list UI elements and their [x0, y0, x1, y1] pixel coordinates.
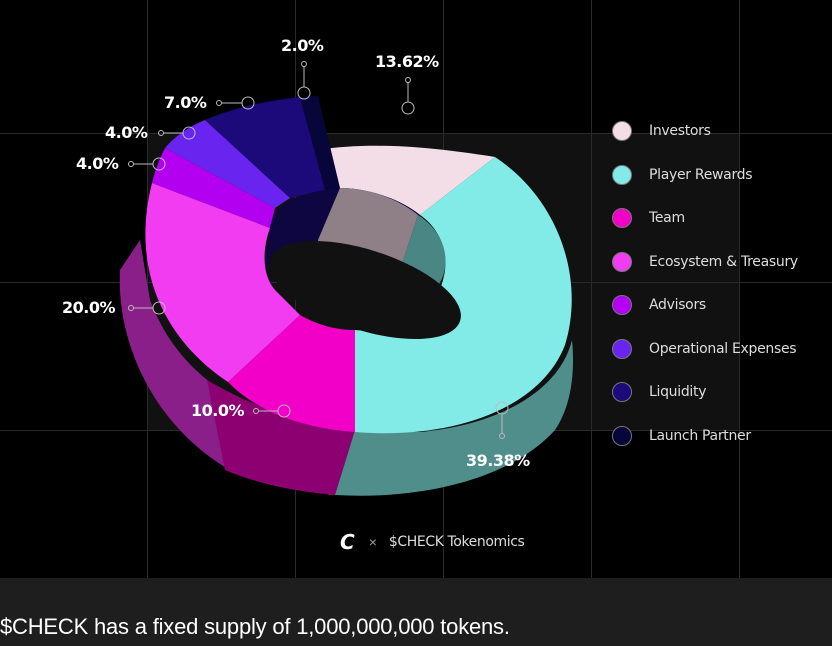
- legend-swatch: [612, 208, 632, 228]
- advisors-pct: 4.0%: [76, 154, 119, 173]
- legend-label: Player Rewards: [649, 167, 753, 183]
- legend-item-team: Team: [612, 205, 685, 231]
- grid-line: [739, 0, 740, 578]
- legend-item-player-rewards: Player Rewards: [612, 162, 753, 188]
- ecosystem-pct: 20.0%: [62, 298, 116, 317]
- legend-swatch: [612, 252, 632, 272]
- team-pct: 10.0%: [191, 401, 245, 420]
- team-side: [207, 380, 355, 495]
- legend-swatch: [612, 295, 632, 315]
- legend-label: Ecosystem & Treasury: [649, 254, 798, 270]
- grid-line: [591, 0, 592, 578]
- advisors-slice: [152, 148, 275, 228]
- legend-item-liquidity: Liquidity: [612, 379, 707, 405]
- legend-item-advisors: Advisors: [612, 292, 706, 318]
- liquidity-pct: 7.0%: [164, 93, 207, 112]
- legend-swatch: [612, 382, 632, 402]
- legend-label: Operational Expenses: [649, 341, 797, 357]
- brand-footer: C × $CHECK Tokenomics: [340, 530, 525, 554]
- legend-swatch: [612, 121, 632, 141]
- player-rewards-pct: 39.38%: [466, 451, 530, 470]
- investors-slice: [318, 145, 495, 215]
- player-rewards-slice: [355, 157, 572, 434]
- legend-label: Team: [649, 210, 685, 226]
- legend-item-launch-partner: Launch Partner: [612, 423, 751, 449]
- launch-partner-pct: 2.0%: [281, 36, 324, 55]
- legend-item-investors: Investors: [612, 118, 711, 144]
- legend-swatch: [612, 165, 632, 185]
- chart-title: $CHECK Tokenomics: [388, 534, 525, 550]
- donut-hole: [269, 240, 461, 340]
- grid-line: [0, 133, 832, 134]
- donut-chart: [119, 61, 574, 496]
- times-separator: ×: [368, 534, 377, 550]
- legend-label: Advisors: [649, 297, 706, 313]
- ecosystem-slice: [145, 183, 300, 382]
- legend-label: Investors: [649, 123, 711, 139]
- legend-swatch: [612, 339, 632, 359]
- liquidity-slice: [205, 97, 325, 198]
- investors-pct: 13.62%: [375, 52, 439, 71]
- legend-item-ecosystem: Ecosystem & Treasury: [612, 249, 798, 275]
- supply-caption: $CHECK has a fixed supply of 1,000,000,0…: [0, 614, 510, 639]
- operational-pct: 4.0%: [105, 123, 148, 142]
- leader-lines: [128, 61, 509, 439]
- legend-swatch: [612, 426, 632, 446]
- player-rewards-side: [335, 340, 574, 496]
- tokenomics-figure: 2.0% 13.62% 7.0% 4.0% 4.0% 20.0% 10.0% 3…: [0, 0, 832, 578]
- legend-label: Launch Partner: [649, 428, 751, 444]
- legend-item-operational: Operational Expenses: [612, 336, 797, 362]
- check-logo-icon: C: [340, 530, 355, 554]
- operational-slice: [165, 120, 290, 208]
- team-slice: [228, 315, 355, 432]
- launch-partner-slice: [300, 96, 340, 190]
- legend-label: Liquidity: [649, 384, 707, 400]
